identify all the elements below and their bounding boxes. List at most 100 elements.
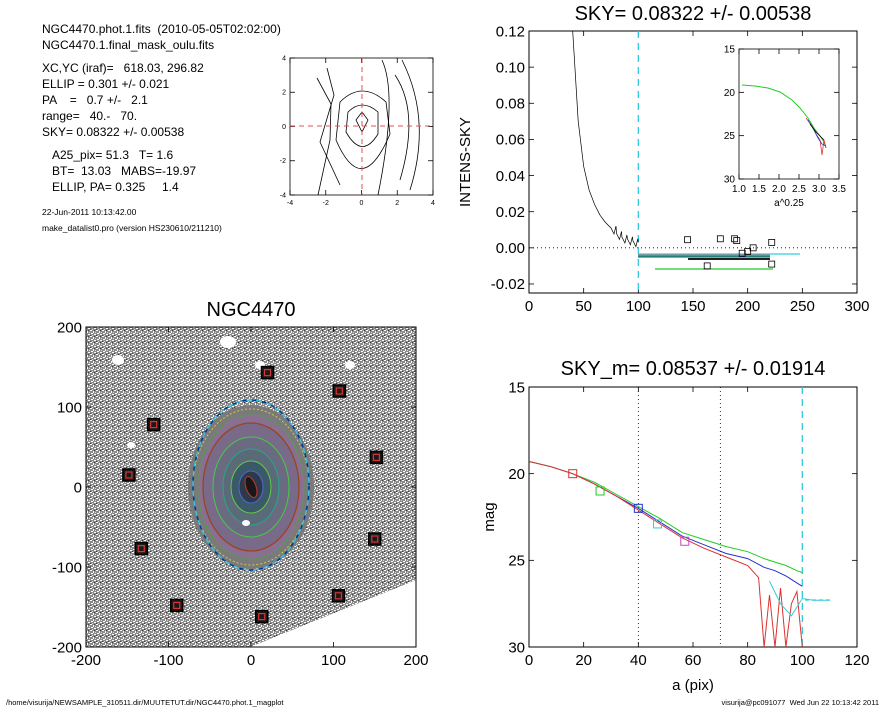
a25-line: A25_pix= 51.3 T= 1.6 xyxy=(52,148,174,162)
sky-plot-boxes xyxy=(684,235,776,270)
x-tick-label: 3.5 xyxy=(832,184,846,195)
pa-line: PA = 0.7 +/- 2.1 xyxy=(42,93,148,107)
sky-plot-box xyxy=(703,262,711,270)
y-tick-label: 15 xyxy=(724,45,736,56)
sky-plot-ylabel: INTENS-SKY xyxy=(457,117,474,207)
sky-plot-title: SKY= 0.08322 +/- 0.00538 xyxy=(575,3,812,25)
x-tick-label: 2 xyxy=(395,200,399,207)
masked-star xyxy=(220,336,236,348)
mag-plot-title: SKY_m= 0.08537 +/- 0.01914 xyxy=(561,358,826,380)
y-tick-label: 30 xyxy=(724,175,736,186)
sky-plot-box xyxy=(768,239,776,246)
sky-box-inner xyxy=(372,453,380,461)
sky-plot-box xyxy=(733,237,741,245)
contour-line xyxy=(401,59,420,191)
sky-box-inner xyxy=(137,544,145,553)
x-tick-label: 200 xyxy=(403,652,428,669)
xcyc-line: XC,YC (iraf)= 618.03, 296.82 xyxy=(42,61,204,75)
contour-lines xyxy=(316,59,420,196)
contour-line xyxy=(316,77,332,196)
range-line: range= 40.- 70. xyxy=(42,109,138,123)
x-tick-label: 100 xyxy=(321,652,346,669)
x-tick-label: 0 xyxy=(247,652,255,669)
sky-box xyxy=(331,589,346,603)
y-tick-label: 20 xyxy=(508,466,525,483)
mag-marker xyxy=(595,486,605,496)
sky-box-inner xyxy=(173,601,181,610)
galaxy-image-panel: NGC4470 xyxy=(52,299,429,669)
y-tick-label: 25 xyxy=(508,553,525,570)
x-tick-label: 120 xyxy=(844,652,869,669)
y-tick-label: 200 xyxy=(57,319,82,336)
galaxy-core xyxy=(244,476,258,498)
sky-inset-xlabel: a^0.25 xyxy=(774,198,804,209)
x-tick-label: 4 xyxy=(431,200,435,207)
sky-plot-box xyxy=(684,236,691,244)
galaxy-image-ticks: -200 -100 0 100 200 -200 -100 0 100 200 xyxy=(52,319,429,669)
y-tick-label: 0.10 xyxy=(496,59,525,76)
y-tick-label: -2 xyxy=(280,158,286,165)
sky-line: SKY= 0.08322 +/- 0.00538 xyxy=(42,125,185,139)
contour-inset-ticks: -4 -2 0 2 4 -4 -2 0 2 4 xyxy=(280,55,435,207)
y-tick-label: 0.04 xyxy=(496,168,525,185)
galaxy-title: NGC4470 xyxy=(207,299,296,321)
inset-curve-black xyxy=(809,123,825,141)
y-tick-label: -4 xyxy=(280,192,286,199)
file-line: NGC4470.phot.1.fits (2010-05-05T02:02:00… xyxy=(42,22,281,36)
mag-vlines xyxy=(637,387,803,647)
mag-series-group xyxy=(529,461,830,647)
sky-box xyxy=(332,384,347,398)
sky-box xyxy=(134,541,149,556)
y-tick-label: 0.02 xyxy=(496,204,525,221)
sky-plot-box xyxy=(731,235,738,243)
mag-plot-frame xyxy=(528,386,858,648)
x-tick-label: 40 xyxy=(630,652,647,669)
y-tick-label: 15 xyxy=(508,379,525,396)
mag-plot-ticks: 0 20 40 60 80 100 120 15 20 25 30 xyxy=(508,379,869,669)
x-tick-label: -2 xyxy=(323,200,329,207)
sky-box-inner xyxy=(263,369,272,377)
y-tick-label: 2 xyxy=(282,90,286,97)
ellip-pa-line: ELLIP, PA= 0.325 1.4 xyxy=(52,180,179,194)
mask-line: NGC4470.1.final_mask_oulu.fits xyxy=(42,38,215,52)
y-tick-label: 30 xyxy=(508,639,525,656)
footer-path: /home/visurija/NEWSAMPLE_310511.dir/MUUT… xyxy=(6,698,284,707)
contour-line xyxy=(394,74,410,181)
contour-line xyxy=(345,104,379,147)
x-tick-label: 20 xyxy=(575,652,592,669)
y-tick-label: -100 xyxy=(52,559,82,576)
galaxy-isophotes xyxy=(188,405,314,569)
y-tick-label: 20 xyxy=(724,88,736,99)
mag-plot-xlabel: a (pix) xyxy=(672,677,714,694)
masked-star xyxy=(345,361,355,369)
sky-box-inner xyxy=(335,387,343,395)
sky-box-inner xyxy=(258,612,266,621)
inset-curve-green xyxy=(741,84,827,149)
bt-line: BT= 13.03 MABS=-19.97 xyxy=(52,164,197,178)
sky-box-group xyxy=(122,365,384,624)
x-tick-label: 0 xyxy=(525,652,533,669)
sky-plot-box xyxy=(749,244,757,252)
masked-star xyxy=(127,442,135,448)
sky-box-inner xyxy=(371,535,379,543)
x-tick-label: 250 xyxy=(790,298,815,315)
y-tick-label: 0 xyxy=(74,479,82,496)
mag-marker xyxy=(680,536,690,546)
contour-line xyxy=(355,111,369,133)
mag-series-blue xyxy=(529,461,803,587)
x-tick-label: 300 xyxy=(844,298,869,315)
x-tick-label: 0 xyxy=(360,200,364,207)
y-tick-label: -200 xyxy=(52,639,82,656)
x-tick-label: -200 xyxy=(71,652,101,669)
mag-marker xyxy=(633,503,643,513)
sky-inset-ticks: 1.0 1.5 2.0 2.5 3.0 3.5 15 20 25 30 xyxy=(724,45,847,196)
date-line: 22-Jun-2011 10:13:42.00 xyxy=(42,207,137,217)
x-tick-label: -100 xyxy=(153,652,183,669)
sky-box xyxy=(254,609,269,624)
x-tick-label: 3.0 xyxy=(812,184,826,195)
image-blank-corner xyxy=(250,580,416,647)
mag-marker xyxy=(652,519,662,529)
y-tick-label: 0.06 xyxy=(496,132,525,149)
masked-star xyxy=(242,520,250,526)
contour-line xyxy=(335,90,391,169)
